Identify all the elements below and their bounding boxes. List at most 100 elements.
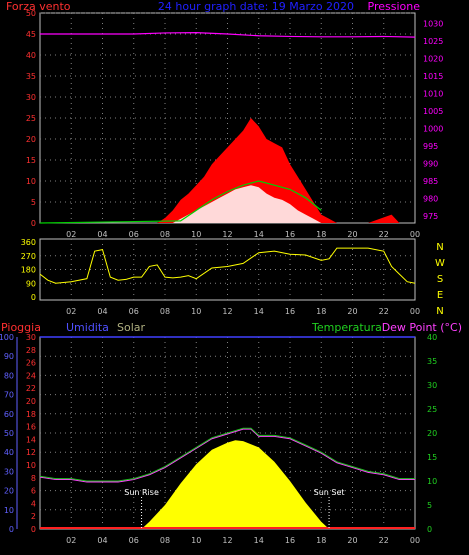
direction-x-tick-label: 14 xyxy=(254,307,264,316)
pressure-y-tick-label: 1000 xyxy=(423,125,443,134)
wind-y-tick-label: 15 xyxy=(26,156,36,165)
pressure-series xyxy=(40,31,416,38)
wind-x-tick-label: 10 xyxy=(191,230,201,239)
temperature-y-tick-label: 10 xyxy=(427,477,437,486)
rain-y-tick-label: 12 xyxy=(26,448,36,457)
humidity-y-tick-label: 0 xyxy=(9,525,14,534)
wind-average-series xyxy=(39,180,322,224)
rain-y-tick-label: 6 xyxy=(31,487,36,496)
pressure-y-tick-label: 1015 xyxy=(423,72,443,81)
temperature-y-tick-label: 0 xyxy=(427,525,432,534)
pressure-y-tick-label: 985 xyxy=(423,177,438,186)
humidity-y-tick-label: 50 xyxy=(4,429,14,438)
direction-x-tick-label: 16 xyxy=(285,307,295,316)
humidity-y-tick-label: 30 xyxy=(4,467,14,476)
temp-x-tick-label: 02 xyxy=(66,536,76,545)
temp-x-tick-label: 16 xyxy=(285,536,295,545)
wind-x-tick-label: 20 xyxy=(347,230,357,239)
pressure-y-tick-label: 995 xyxy=(423,142,438,151)
wind-y-tick-label: 10 xyxy=(26,177,36,186)
compass-label: S xyxy=(437,274,443,285)
wind-x-tick-label: 00 xyxy=(410,230,420,239)
humidity-axis-title: Umidita xyxy=(66,321,109,334)
wind-y-tick-label: 30 xyxy=(26,93,36,102)
wind-x-tick-label: 12 xyxy=(222,230,232,239)
wind-x-tick-label: 14 xyxy=(254,230,264,239)
humidity-y-tick-label: 20 xyxy=(4,487,14,496)
direction-x-tick-label: 12 xyxy=(222,307,232,316)
direction-x-tick-label: 10 xyxy=(191,307,201,316)
temperature-y-tick-label: 5 xyxy=(427,501,432,510)
direction-x-tick-label: 06 xyxy=(129,307,139,316)
wind-base-series xyxy=(40,185,322,223)
wind-y-tick-label: 35 xyxy=(26,72,36,81)
pressure-y-tick-label: 980 xyxy=(423,195,438,204)
temperature-series xyxy=(39,427,415,482)
series-layer xyxy=(39,31,416,529)
chart-title: 24 hour graph date: 19 Marzo 2020 xyxy=(158,0,354,13)
rain-y-tick-label: 16 xyxy=(26,423,36,432)
wind-x-tick-label: 06 xyxy=(129,230,139,239)
rain-y-tick-label: 18 xyxy=(26,410,36,419)
solar-axis-title: Solar xyxy=(117,321,146,334)
temperature-y-tick-label: 20 xyxy=(427,429,437,438)
humidity-y-tick-label: 90 xyxy=(4,352,14,361)
wind-direction-series xyxy=(39,247,416,284)
wind-x-tick-label: 22 xyxy=(379,230,389,239)
wind-y-tick-label: 50 xyxy=(26,9,36,18)
dewpoint-series xyxy=(39,428,415,483)
rain-y-tick-label: 20 xyxy=(26,397,36,406)
direction-x-tick-label: 22 xyxy=(379,307,389,316)
temp-x-tick-label: 22 xyxy=(379,536,389,545)
humidity-y-tick-label: 10 xyxy=(4,506,14,515)
dewpoint-axis-title: Dew Point (°C) xyxy=(382,321,462,334)
axis-labels-layer: 0510152025303540455097598098599099510001… xyxy=(0,9,445,545)
direction-x-tick-label: 18 xyxy=(316,307,326,316)
temperature-axis-title: Temperatura xyxy=(311,321,382,334)
pressure-y-tick-label: 1030 xyxy=(423,20,443,29)
wind-x-tick-label: 02 xyxy=(66,230,76,239)
rain-y-tick-label: 2 xyxy=(31,512,36,521)
pressure-y-tick-label: 975 xyxy=(423,212,438,221)
humidity-y-tick-label: 80 xyxy=(4,371,14,380)
temp-x-tick-label: 04 xyxy=(97,536,107,545)
temperature-y-tick-label: 25 xyxy=(427,405,437,414)
compass-label: E xyxy=(437,290,443,301)
rain-y-tick-label: 28 xyxy=(26,346,36,355)
humidity-y-tick-label: 100 xyxy=(0,333,14,342)
temperature-y-tick-label: 35 xyxy=(427,357,437,366)
wind-y-tick-label: 0 xyxy=(31,219,36,228)
wind-speed-series xyxy=(40,118,415,223)
sunset-marker-label: Sun Set xyxy=(314,488,345,497)
temperature-y-tick-label: 30 xyxy=(427,381,437,390)
temp-x-tick-label: 10 xyxy=(191,536,201,545)
wind-y-tick-label: 20 xyxy=(26,135,36,144)
pressure-y-tick-label: 1010 xyxy=(423,90,443,99)
direction-x-tick-label: 00 xyxy=(410,307,420,316)
rain-y-tick-label: 24 xyxy=(26,371,36,380)
direction-x-tick-label: 08 xyxy=(160,307,170,316)
wind-y-tick-label: 5 xyxy=(31,198,36,207)
wind-axis-title: Forza vento xyxy=(6,0,71,13)
direction-y-tick-label: 90 xyxy=(26,279,36,288)
wind-x-tick-label: 08 xyxy=(160,230,170,239)
direction-y-tick-label: 360 xyxy=(21,238,36,247)
temperature-y-tick-label: 40 xyxy=(427,333,437,342)
sunrise-marker-label: Sun Rise xyxy=(124,488,159,497)
solar-radiation-series xyxy=(141,440,330,529)
rain-y-tick-label: 4 xyxy=(31,499,36,508)
temp-x-tick-label: 08 xyxy=(160,536,170,545)
wind-y-tick-label: 25 xyxy=(26,114,36,123)
pressure-y-tick-label: 1020 xyxy=(423,55,443,64)
direction-y-tick-label: 180 xyxy=(21,266,36,275)
wind-y-tick-label: 45 xyxy=(26,30,36,39)
rain-y-tick-label: 30 xyxy=(26,333,36,342)
temp-x-tick-label: 18 xyxy=(316,536,326,545)
direction-x-tick-label: 20 xyxy=(347,307,357,316)
compass-label: W xyxy=(435,258,445,269)
rain-y-tick-label: 10 xyxy=(26,461,36,470)
rain-y-tick-label: 26 xyxy=(26,359,36,368)
direction-y-tick-label: 0 xyxy=(31,293,36,302)
rain-y-tick-label: 0 xyxy=(31,525,36,534)
